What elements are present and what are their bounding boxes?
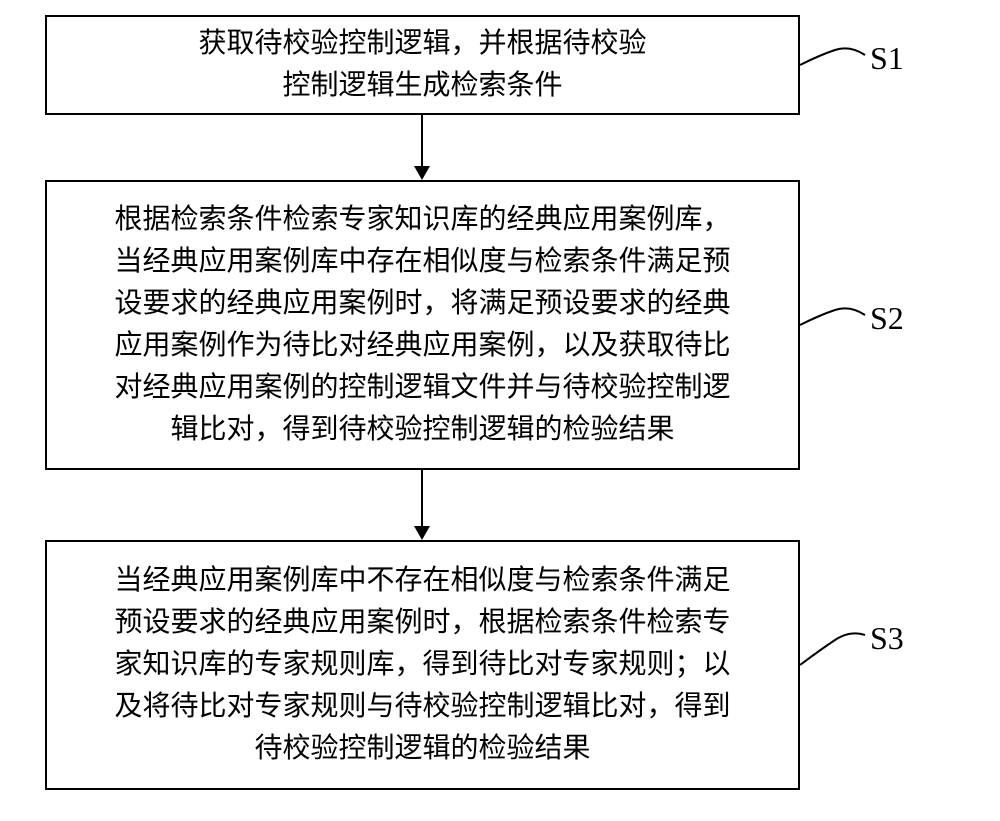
- node-s1-text: 获取待校验控制逻辑，并根据待校验控制逻辑生成检索条件: [198, 23, 646, 107]
- flowchart-node-s2: 根据检索条件检索专家知识库的经典应用案例库，当经典应用案例库中存在相似度与检索条…: [45, 180, 800, 470]
- flowchart-node-s1: 获取待校验控制逻辑，并根据待校验控制逻辑生成检索条件: [45, 15, 800, 115]
- flowchart-node-s3: 当经典应用案例库中不存在相似度与检索条件满足预设要求的经典应用案例时，根据检索条…: [45, 540, 800, 790]
- node-s2-label: S2: [870, 300, 904, 337]
- node-s3-label: S3: [870, 620, 904, 657]
- node-s2-text: 根据检索条件检索专家知识库的经典应用案例库，当经典应用案例库中存在相似度与检索条…: [114, 199, 730, 451]
- flowchart-container: 获取待校验控制逻辑，并根据待校验控制逻辑生成检索条件 S1 根据检索条件检索专家…: [0, 0, 1000, 821]
- node-s3-text: 当经典应用案例库中不存在相似度与检索条件满足预设要求的经典应用案例时，根据检索条…: [114, 560, 730, 770]
- node-s1-label: S1: [870, 40, 904, 77]
